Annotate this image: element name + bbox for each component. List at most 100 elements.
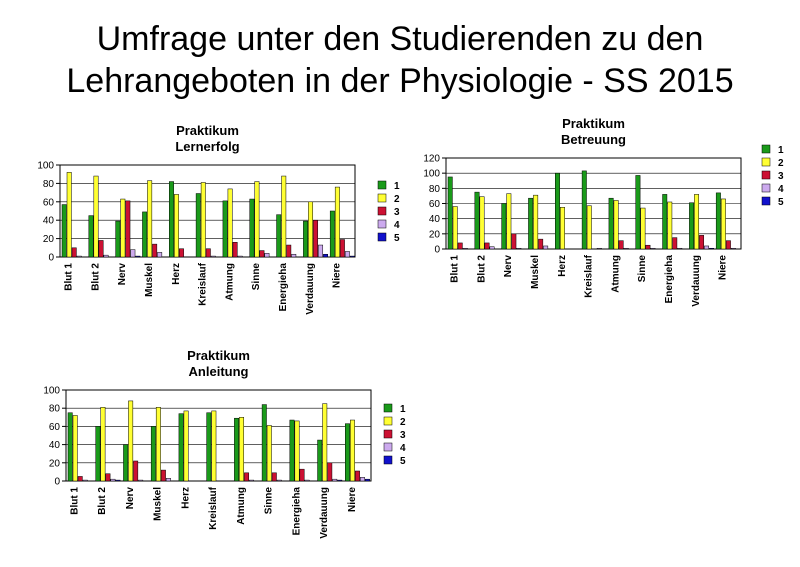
bar-nerv-s1 [115,220,121,258]
bar-sinne-s4 [264,253,270,258]
bar-niere-s2 [334,186,340,258]
x-tick-label: Kreislauf [198,262,209,305]
x-tick-label: Sinne [264,487,275,515]
bar-niere-s5 [365,478,370,482]
x-tick-label: Herz [557,255,568,277]
bar-atmung-s1 [608,197,614,250]
bar-blut-2-s3 [484,242,490,250]
y-tick-label: 40 [43,216,55,227]
bar-nerv-s3 [133,460,139,482]
bar-muskel-s2 [533,194,539,250]
bar-muskel-s4 [165,478,171,482]
x-tick-label: Muskel [530,255,541,289]
legend-swatch-4 [377,219,387,229]
bar-blut-2-s2 [93,175,99,258]
bar-sinne-s4 [276,479,282,482]
bar-muskel-s4 [543,245,549,250]
bar-muskel-s3 [152,243,158,258]
y-tick-label: 60 [429,199,441,210]
bar-nerv-s2 [120,198,126,258]
x-tick-label: Blut 2 [90,263,101,291]
bar-energieha-s4 [291,253,297,258]
bar-blut-1-s4 [82,479,88,482]
y-tick-label: 100 [37,161,54,172]
bar-muskel-s1 [528,197,534,250]
x-tick-label: Sinne [251,263,262,291]
bar-blut-1-s2 [72,415,78,482]
bar-atmung-s2 [613,200,619,250]
bar-verdauung-s5 [323,253,329,258]
bar-nerv-s1 [123,444,129,482]
bar-sinne-s1 [261,404,267,482]
bar-sinne-s3 [271,472,277,482]
bar-energieha-s4 [677,247,683,250]
bar-niere-s2 [350,419,355,482]
y-tick-label: 0 [48,253,54,264]
bar-energieha-s1 [662,194,668,250]
bar-nerv-s3 [511,233,517,250]
bar-atmung-s2 [227,188,233,258]
bar-atmung-s1 [234,417,240,482]
y-tick-label: 20 [43,234,55,245]
bar-verdauung-s3 [699,235,705,250]
bar-atmung-s4 [249,479,255,482]
bar-nerv-s4 [138,479,144,482]
y-tick-label: 20 [49,458,61,469]
x-tick-label: Energieha [278,263,289,312]
y-tick-label: 80 [49,404,61,415]
legend-label: 1 [394,181,400,192]
y-tick-label: 40 [49,440,61,451]
bar-energieha-s1 [276,214,282,258]
bar-atmung-s2 [239,417,245,482]
bar-verdauung-s1 [689,202,695,250]
y-tick-label: 80 [429,184,441,195]
bar-nerv-s4 [516,247,522,250]
y-tick-label: 0 [54,477,60,488]
bar-blut-2-s2 [479,196,485,250]
legend-label: 4 [394,220,400,231]
chart-subtitle: Lernerfolg [175,139,239,154]
bar-verdauung-s5 [709,247,715,250]
x-tick-label: Nerv [503,255,514,278]
bar-niere-s5 [349,255,355,258]
legend-swatch-5 [377,232,387,242]
x-tick-label: Nerv [125,487,136,510]
y-tick-label: 60 [49,422,61,433]
bar-kreislauf-s4 [596,247,602,250]
x-tick-label: Niere [332,263,343,288]
legend-swatch-2 [761,157,771,167]
legend-swatch-4 [761,183,771,193]
bar-kreislauf-s2 [200,182,206,258]
bar-atmung-s1 [222,200,228,258]
legend-swatch-3 [383,429,393,439]
legend-label: 2 [400,417,406,428]
main-title-line1: Umfrage unter den Studierenden zu den [96,20,704,58]
bar-blut-1-s3 [457,242,463,250]
bar-verdauung-s3 [313,219,319,258]
bar-blut-1-s2 [452,206,458,250]
bar-muskel-s3 [538,238,544,250]
x-tick-label: Blut 1 [64,263,75,291]
bar-atmung-s3 [244,472,250,482]
bar-nerv-s5 [135,255,141,258]
x-tick-label: Blut 1 [70,487,81,515]
legend-swatch-5 [761,196,771,206]
main-title: Umfrage unter den Studierenden zu den Le… [0,18,800,102]
bar-sinne-s1 [249,198,255,258]
bar-verdauung-s2 [322,403,328,482]
bar-nerv-s4 [130,249,136,258]
legend-label: 3 [394,207,400,218]
bar-verdauung-s4 [704,245,710,250]
legend-swatch-2 [377,193,387,203]
legend-label: 2 [778,158,784,169]
y-tick-label: 0 [434,245,440,256]
legend-swatch-1 [377,180,387,190]
bar-verdauung-s2 [308,201,314,258]
bar-sinne-s3 [259,250,265,258]
legend-swatch-5 [383,455,393,465]
bar-energieha-s3 [672,237,678,250]
y-tick-label: 20 [429,229,441,240]
